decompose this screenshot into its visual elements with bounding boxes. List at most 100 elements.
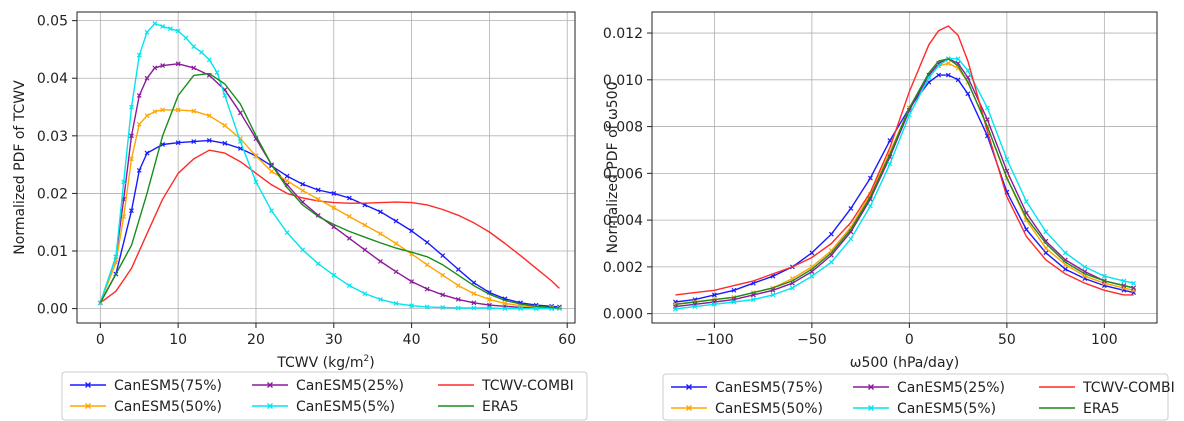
data-point xyxy=(955,56,961,62)
y-axis-label: Normalized PDF of TCWV xyxy=(12,80,28,255)
data-point xyxy=(129,133,134,139)
legend-label: ERA5 xyxy=(1083,401,1120,417)
x-tick-label: −100 xyxy=(695,332,733,348)
data-point xyxy=(955,77,961,83)
data-point xyxy=(222,93,228,98)
data-point xyxy=(809,250,815,256)
data-point xyxy=(965,68,971,73)
series-line xyxy=(99,22,560,310)
data-point xyxy=(945,72,951,78)
data-point xyxy=(984,105,990,111)
data-point xyxy=(315,187,321,193)
data-point xyxy=(867,203,873,209)
data-point xyxy=(191,44,197,49)
x-tick-label: 0 xyxy=(96,332,105,348)
data-point xyxy=(1043,245,1049,251)
data-point xyxy=(175,28,181,34)
data-point xyxy=(222,140,228,146)
data-point xyxy=(346,214,352,219)
data-point xyxy=(183,35,189,41)
data-point xyxy=(160,23,166,29)
legend-label: CanESM5(25%) xyxy=(296,378,404,394)
data-point xyxy=(455,267,461,272)
data-point xyxy=(1121,278,1127,284)
x-tick-label: 20 xyxy=(247,332,265,348)
y-tick-label: 0.012 xyxy=(603,26,643,42)
x-axis-label-end: ) xyxy=(369,355,374,371)
data-point xyxy=(315,261,321,267)
legend-label: CanESM5(75%) xyxy=(715,380,823,396)
data-point xyxy=(1062,266,1068,272)
data-point xyxy=(206,57,212,63)
data-point xyxy=(284,178,290,184)
x-tick-label: 0 xyxy=(905,332,914,348)
data-point xyxy=(393,241,399,246)
data-point xyxy=(113,254,119,260)
y-tick-label: 0.008 xyxy=(603,120,643,136)
series-line xyxy=(675,25,1134,296)
y-tick-label: 0.01 xyxy=(37,244,68,260)
data-point xyxy=(731,299,737,305)
data-point xyxy=(409,228,415,234)
data-point xyxy=(1004,156,1010,162)
data-point xyxy=(471,300,477,306)
data-point xyxy=(346,235,352,241)
data-point xyxy=(409,279,415,284)
data-point xyxy=(129,104,134,110)
data-point xyxy=(253,179,259,185)
legend-swatch-marker xyxy=(868,405,874,411)
data-point xyxy=(378,209,383,215)
x-tick-label: 40 xyxy=(403,332,421,348)
legend-swatch-marker xyxy=(686,384,692,390)
data-point xyxy=(1131,285,1137,291)
series-line xyxy=(675,58,1134,305)
data-point xyxy=(300,181,306,187)
legend: CanESM5(75%) CanESM5(25%) TCWV-COMBI CanESM… xyxy=(662,373,1175,421)
data-point xyxy=(672,306,678,312)
data-point xyxy=(284,173,290,179)
x-tick-label: 100 xyxy=(1091,332,1118,348)
data-point xyxy=(136,52,142,58)
x-tick-label: 30 xyxy=(325,332,343,348)
series-line xyxy=(99,149,560,304)
data-point xyxy=(144,29,150,35)
data-point xyxy=(711,292,717,298)
data-point xyxy=(455,296,461,302)
data-point xyxy=(440,305,446,310)
data-point xyxy=(393,300,399,306)
data-point xyxy=(502,300,508,306)
x-axis-label: TCWV (kg/m2) xyxy=(276,354,374,371)
data-point xyxy=(809,273,815,279)
data-point xyxy=(175,61,181,67)
chart-panel-omega500: −100 −50 0 50 100 0.000 0.002 0.004 0.006 0.008 0.… xyxy=(603,11,1175,421)
data-point xyxy=(253,153,259,159)
data-point xyxy=(471,305,477,311)
data-point xyxy=(424,286,430,292)
data-point xyxy=(867,175,873,181)
data-point xyxy=(237,110,243,116)
series-line xyxy=(99,139,560,308)
data-point xyxy=(1101,273,1107,279)
data-point xyxy=(440,292,446,298)
data-point xyxy=(486,296,492,302)
legend-label: CanESM5(5%) xyxy=(897,401,996,417)
data-point xyxy=(144,75,150,81)
legend-label: TCWV-COMBI xyxy=(1082,380,1175,396)
series-group xyxy=(97,21,562,312)
data-point xyxy=(237,139,243,145)
data-point xyxy=(984,117,990,122)
data-point xyxy=(1062,250,1068,256)
y-tick-label: 0.00 xyxy=(37,302,68,318)
data-point xyxy=(533,306,539,312)
series-line xyxy=(99,72,560,309)
legend-swatch-marker xyxy=(686,405,692,411)
data-point xyxy=(136,167,142,173)
data-point xyxy=(424,304,430,310)
data-point xyxy=(346,283,352,288)
data-point xyxy=(1023,198,1029,204)
data-point xyxy=(393,269,399,275)
data-point xyxy=(486,305,492,311)
data-point xyxy=(711,301,717,307)
data-point xyxy=(1131,280,1137,286)
data-point xyxy=(315,196,321,202)
